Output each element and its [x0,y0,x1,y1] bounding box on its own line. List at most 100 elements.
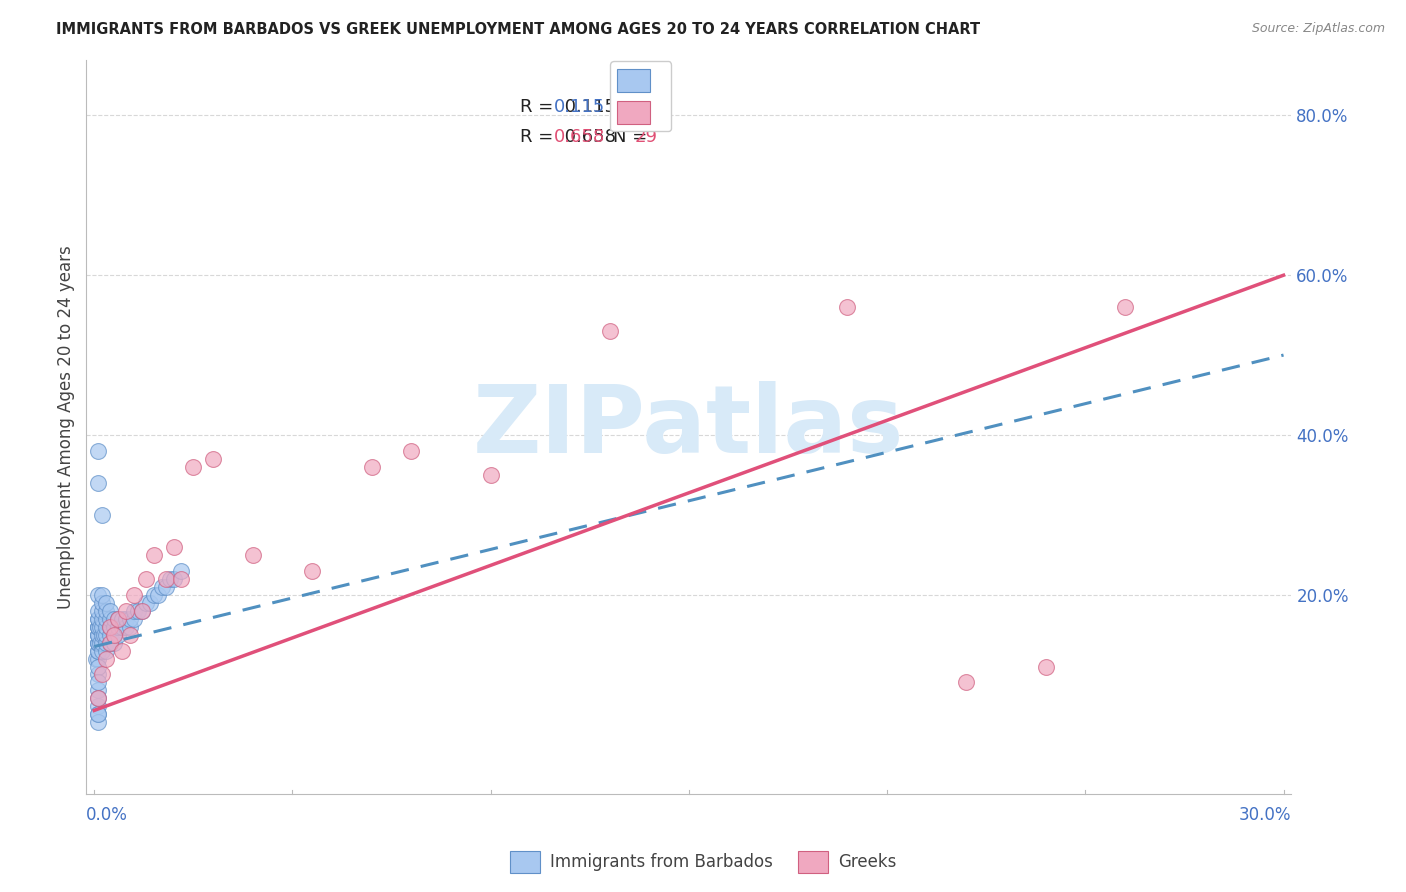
Point [87,651,110,665]
Point [87,604,110,618]
Point [94,619,117,633]
Point [142,548,165,562]
Point [1035,659,1057,673]
Point [131,604,153,618]
Point [401,443,423,458]
Text: 0.658: 0.658 [554,128,605,145]
Point [103,619,125,633]
Point [479,467,502,482]
Point [94,596,117,610]
Point [94,604,117,618]
Point [87,627,110,641]
Point [87,715,110,730]
Point [98,611,121,625]
Point [87,611,110,625]
Y-axis label: Unemployment Among Ages 20 to 24 years: Unemployment Among Ages 20 to 24 years [58,245,75,609]
Point [87,619,110,633]
Text: N =: N = [613,128,647,145]
Point [87,643,110,657]
Point [150,580,173,594]
Point [115,604,138,618]
Point [202,451,225,466]
Point [98,627,121,641]
Point [107,619,129,633]
Point [91,667,114,681]
Point [111,611,134,625]
Point [87,443,110,458]
Point [242,548,264,562]
Text: 0.0%: 0.0% [86,806,128,824]
Point [170,564,193,578]
Point [94,643,117,657]
Text: IMMIGRANTS FROM BARBADOS VS GREEK UNEMPLOYMENT AMONG AGES 20 TO 24 YEARS CORRELA: IMMIGRANTS FROM BARBADOS VS GREEK UNEMPL… [56,22,980,37]
Point [91,611,114,625]
Point [111,643,134,657]
Point [98,619,121,633]
Point [84,651,107,665]
Point [103,635,125,649]
Point [94,651,117,665]
Point [98,635,121,649]
Point [87,619,110,633]
Point [94,635,117,649]
Point [837,300,859,314]
Point [170,572,193,586]
Point [98,619,121,633]
Point [98,604,121,618]
Point [118,619,141,633]
Point [162,540,184,554]
Point [87,611,110,625]
Point [155,580,177,594]
Point [87,683,110,698]
Point [91,643,114,657]
Point [87,588,110,602]
Point [91,619,114,633]
Point [91,627,114,641]
Point [91,508,114,522]
Point [93,627,115,641]
Point [98,635,121,649]
Point [87,659,110,673]
Point [87,627,110,641]
Point [162,572,184,586]
Point [87,691,110,706]
Point [87,691,110,706]
Point [87,627,110,641]
Point [103,627,125,641]
Point [87,635,110,649]
Legend: , : , [610,62,671,131]
Point [87,699,110,714]
Point [115,611,138,625]
Point [94,627,117,641]
Point [87,635,110,649]
Point [91,588,114,602]
Point [91,604,114,618]
Point [94,611,117,625]
Point [91,635,114,649]
Text: R =  0.658: R = 0.658 [520,128,616,145]
Point [122,611,145,625]
Point [107,627,129,641]
Point [107,611,129,625]
Point [146,588,169,602]
Point [103,627,125,641]
Point [301,564,323,578]
Text: R =  0.115: R = 0.115 [520,98,616,116]
Text: 29: 29 [634,128,658,145]
Point [955,675,977,690]
Point [87,707,110,722]
Text: ZIPatlas: ZIPatlas [474,381,904,473]
Point [111,619,134,633]
Point [87,619,110,633]
Point [183,459,205,474]
Point [87,635,110,649]
Point [1114,300,1136,314]
Point [360,459,382,474]
Point [122,588,145,602]
Point [118,627,141,641]
Point [87,675,110,690]
Point [135,572,157,586]
Point [599,324,621,338]
Point [87,667,110,681]
Point [87,475,110,490]
